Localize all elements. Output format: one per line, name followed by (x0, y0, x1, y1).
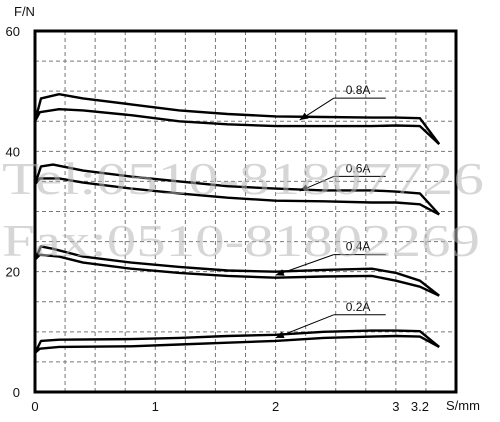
series-curve-lower-0-4a (34, 253, 440, 297)
series-curve-upper-0-6a (33, 163, 441, 216)
series-label: 0.4A (346, 240, 371, 254)
x-tick-label: 0 (31, 399, 38, 414)
x-tick-label: 3 (392, 399, 399, 414)
y-tick-label: 20 (6, 265, 20, 280)
x-tick-label: 1 (152, 399, 159, 414)
watermark-fax: Fax:0510-81802269 (2, 215, 480, 266)
series-curve-upper-0-8a (33, 93, 441, 145)
y-tick-label: 0 (13, 385, 20, 400)
y-axis-title: F/N (14, 4, 35, 19)
series-curve-upper-0-4a (33, 245, 440, 297)
x-tick-label: 3.2 (411, 399, 429, 414)
series-label: 0.6A (346, 161, 371, 175)
y-tick-label: 60 (6, 24, 20, 39)
series-curve-lower-0-6a (34, 177, 440, 216)
label-arrowhead (275, 331, 285, 339)
label-leader-arrow-line (275, 254, 334, 276)
series-curve-lower-0-8a (33, 108, 441, 145)
series-curve-upper-0-2a (33, 329, 440, 354)
series-group (33, 93, 441, 354)
series-curve-lower-0-2a (34, 334, 440, 354)
label-arrowhead (275, 269, 285, 276)
series-label: 0.2A (346, 300, 371, 314)
series-labels: 0.8A 0.6A 0.4A 0.2A (275, 83, 386, 339)
plot-frame (33, 29, 458, 394)
y-tick-label: 40 (6, 144, 20, 159)
x-tick-label: 2 (272, 399, 279, 414)
tick-labels: 0 1 2 3 3.2 0 20 40 60 (6, 24, 429, 414)
x-axis-title: S/mm (446, 398, 480, 413)
series-label: 0.8A (346, 83, 371, 97)
label-leader-arrow-line (275, 314, 334, 339)
label-arrowhead (299, 184, 309, 192)
label-arrowhead (299, 112, 309, 121)
grid (35, 31, 456, 392)
watermark-tel: Tel:0510-81807726 (2, 153, 484, 204)
